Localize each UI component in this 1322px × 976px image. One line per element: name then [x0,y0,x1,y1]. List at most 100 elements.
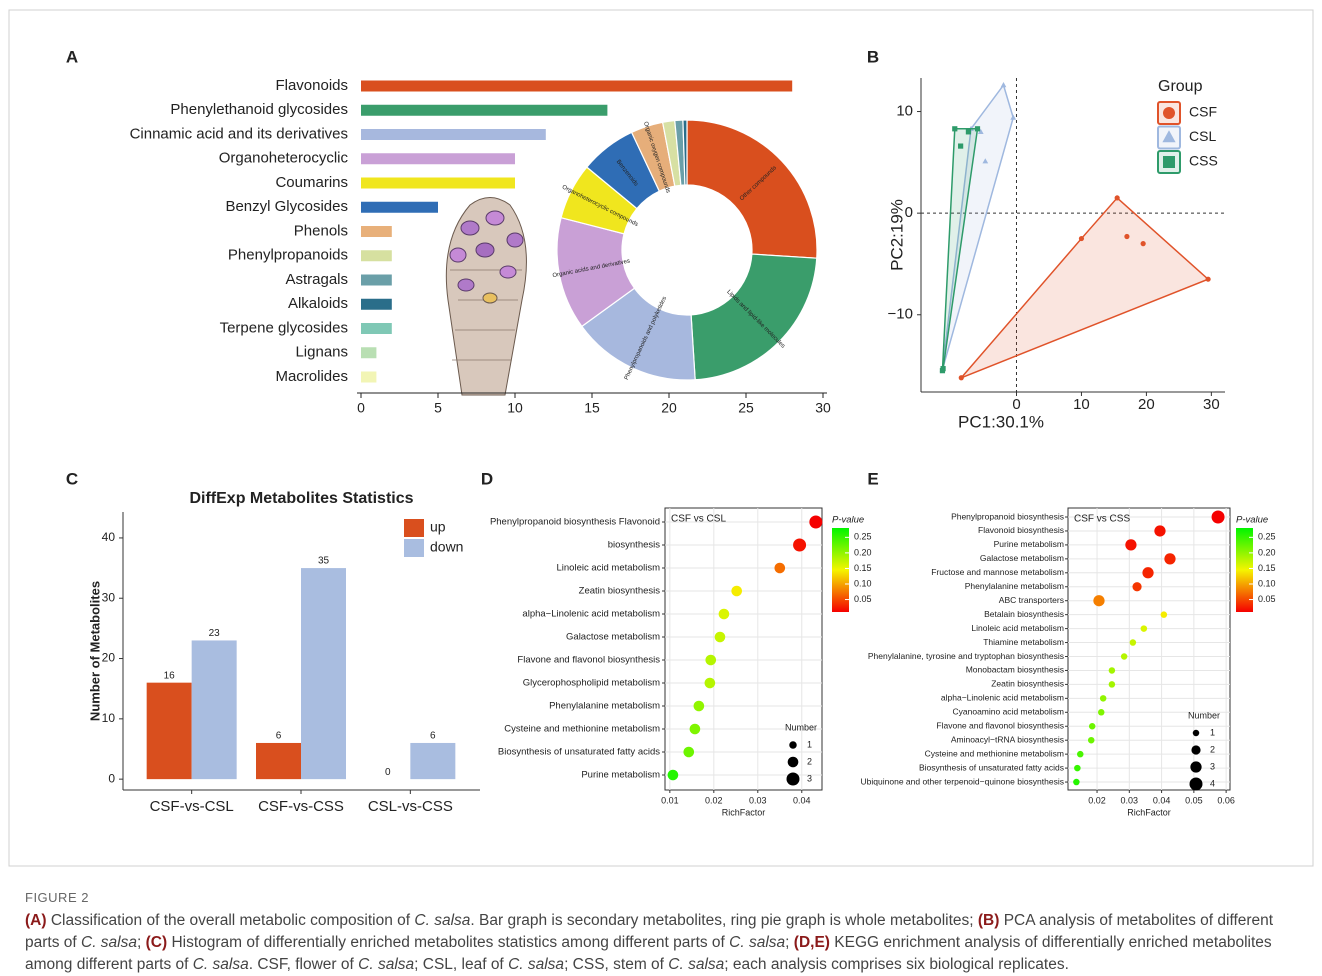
bubble [1093,595,1104,606]
category-label: Flavone and flavonol biosynthesis [936,721,1064,731]
x-axis-label: RichFactor [1127,807,1171,817]
category-label: Flavonoids [275,77,348,94]
colorbar-label: 0.25 [1258,532,1276,542]
bubble [705,678,716,689]
bubble [1164,553,1175,564]
bar [361,323,392,334]
bar [192,640,237,779]
bar [361,226,392,237]
bar [361,347,376,358]
y-tick-label: 20 [102,651,116,665]
category-label: Alkaloids [288,295,348,312]
category-label: Aminoacyl−tRNA biosynthesis [951,734,1064,744]
bubble [1074,765,1081,772]
category-label: Cysteine and methionine metabolism [925,748,1064,758]
legend-label: down [430,539,463,555]
caption-part: . CSF, flower of [249,956,358,973]
caption-part: C. salsa [193,956,249,973]
bubble [1089,723,1096,730]
x-axis-label: PC1:30.1% [958,412,1044,431]
category-label: Lignans [295,344,348,361]
x-axis-label: RichFactor [722,807,766,817]
x-tick-label: 30 [815,400,831,416]
legend-key [404,519,424,537]
caption: (A) Classification of the overall metabo… [25,910,1300,976]
legend-title: Group [1158,78,1203,95]
panel-label: B [867,47,879,66]
plot-subtitle: CSF vs CSS [1074,514,1130,525]
plant-illustration [446,198,526,396]
category-label: Coumarins [275,174,348,191]
colorbar-label: 0.20 [1258,547,1276,557]
plot-subtitle: CSF vs CSL [671,514,726,525]
category-label: Organoheterocyclic [219,150,349,167]
point [959,375,964,380]
category-label: Flavone and flavonol biosynthesis [517,655,660,666]
caption-part: ; each analysis comprises six biological… [724,956,1069,973]
colorbar-label: 0.10 [1258,578,1276,588]
colorbar-label: 0.25 [854,532,872,542]
caption-part: (C) [146,934,168,951]
caption-part: C. salsa [358,956,414,973]
x-tick-label: CSL-vs-CSS [368,798,453,815]
bar [361,153,515,164]
size-legend-key [1190,761,1201,772]
bar [361,250,392,261]
y-tick-label: 0 [108,771,115,785]
size-legend-label: 2 [1210,744,1215,754]
bubble [1130,639,1137,646]
x-tick-label: 0 [1012,396,1020,413]
x-tick-label: CSF-vs-CSS [258,798,344,815]
legend-label: CSS [1189,153,1218,169]
category-label: Purine metabolism [994,539,1064,549]
category-label: Fructose and mannose metabolism [931,567,1064,577]
x-tick-label: 15 [584,400,600,416]
page: {"figure_label": "FIGURE 2", "caption": … [0,0,1322,976]
category-label: Linoleic acid metabolism [557,563,661,574]
category-label: alpha−Linolenic acid metabolism [522,609,660,620]
point [958,143,963,148]
bubble [1212,511,1225,524]
panel-label: D [481,469,493,488]
x-tick-label: 20 [661,400,677,416]
caption-part: (D,E) [794,934,830,951]
size-legend-title: Number [785,722,817,732]
colorbar-label: 0.15 [854,563,872,573]
bubble [705,655,716,666]
panel-label: E [867,469,878,488]
caption-part: C. salsa [729,934,785,951]
x-tick-label: 0.05 [1185,795,1203,805]
category-label: ABC transporters [999,595,1064,605]
category-label: Zeatin biosynthesis [991,679,1064,689]
y-tick-label: 30 [102,590,116,604]
caption-part: C. salsa [81,934,137,951]
size-legend-label: 2 [807,756,812,766]
y-tick-label: 10 [896,103,913,120]
category-label: Phenylalanine metabolism [965,581,1064,591]
bubble [1100,695,1107,702]
y-tick-label: −10 [888,306,913,323]
category-label: Cyanoamino acid metabolism [953,707,1065,717]
size-legend-label: 4 [1210,778,1215,788]
data-label: 23 [209,628,221,639]
point [1206,277,1211,282]
category-label: Phenylpropanoids [228,247,348,264]
category-label: Galactose metabolism [566,632,660,643]
legend-label: up [430,519,446,535]
bubble [1073,779,1080,786]
bar [361,299,392,310]
x-tick-label: CSF-vs-CSL [150,798,234,815]
bubble [793,539,806,552]
point [975,126,980,131]
category-label: Zeatin biosynthesis [579,586,661,597]
point [966,129,971,134]
x-tick-label: 25 [738,400,754,416]
bar [256,743,301,779]
bubble [731,586,742,597]
x-tick-label: 0.01 [661,795,679,805]
bubble [1121,653,1128,660]
category-label: Flavonoid biosynthesis [978,525,1064,535]
point [940,366,945,371]
figure-label: FIGURE 2 [25,890,89,905]
caption-part: ; CSS, stem of [564,956,668,973]
